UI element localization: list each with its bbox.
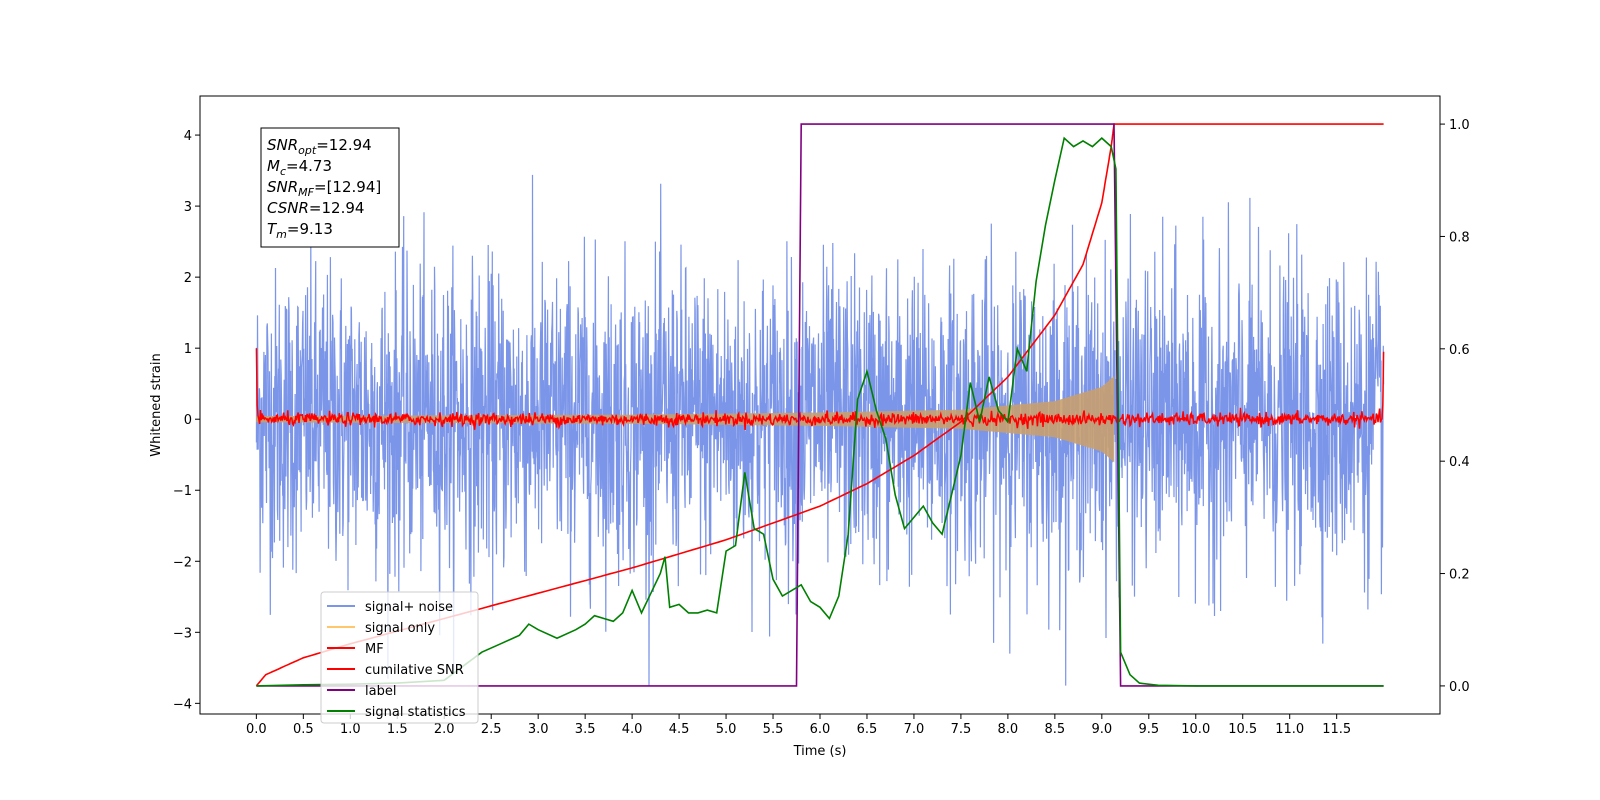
y2-tick-label: 0.0 [1449, 680, 1470, 695]
x-tick-label: 7.0 [904, 722, 925, 737]
y-tick-label: 3 [184, 200, 192, 215]
x-tick-label: 6.0 [810, 722, 831, 737]
y-tick-label: −3 [173, 626, 192, 641]
series-mf [255, 348, 1385, 431]
legend-label: cumilative SNR [365, 663, 464, 678]
legend-label: signal+ noise [365, 600, 453, 615]
x-tick-label: 2.5 [481, 722, 502, 737]
legend-label: signal only [365, 621, 435, 636]
x-tick-label: 0.0 [246, 722, 267, 737]
x-tick-label: 11.5 [1322, 722, 1351, 737]
info-line: Mc=4.73 [267, 157, 332, 178]
x-tick-label: 4.0 [622, 722, 643, 737]
y-tick-label: −1 [173, 484, 192, 499]
y-tick-label: 4 [184, 129, 192, 144]
x-tick-label: 1.5 [387, 722, 408, 737]
info-line: Tm=9.13 [267, 220, 333, 241]
x-tick-label: 9.5 [1138, 722, 1159, 737]
y2-tick-label: 0.6 [1449, 343, 1470, 358]
y-axis-label: Whitened strain [149, 353, 164, 456]
x-tick-label: 11.0 [1275, 722, 1304, 737]
x-tick-label: 2.0 [434, 722, 455, 737]
info-line: SNRopt=12.94 [267, 136, 372, 157]
y2-tick-label: 0.8 [1449, 230, 1470, 245]
x-axis-label: Time (s) [793, 744, 847, 759]
y2-tick-label: 0.2 [1449, 568, 1470, 583]
x-tick-label: 5.5 [763, 722, 784, 737]
y2-tick-label: 0.4 [1449, 455, 1470, 470]
x-tick-label: 6.5 [857, 722, 878, 737]
info-box: SNRopt=12.94Mc=4.73SNRMF=[12.94]CSNR=12.… [260, 127, 400, 248]
legend-label: label [365, 684, 396, 699]
info-line: CSNR=12.94 [267, 199, 364, 217]
x-tick-label: 9.0 [1091, 722, 1112, 737]
legend-frame [320, 591, 479, 724]
x-tick-label: 10.0 [1181, 722, 1210, 737]
x-tick-label: 4.5 [669, 722, 690, 737]
info-line: SNRMF=[12.94] [267, 178, 381, 199]
x-tick-label: 3.0 [528, 722, 549, 737]
y-tick-label: 0 [184, 413, 192, 428]
y-tick-label: −4 [173, 697, 192, 712]
x-tick-label: 8.5 [1045, 722, 1066, 737]
y-tick-label: 2 [184, 271, 192, 286]
x-tick-label: 7.5 [951, 722, 972, 737]
info-box-frame [260, 127, 400, 248]
y2-tick-label: 1.0 [1449, 118, 1470, 133]
y-tick-label: −2 [173, 555, 192, 570]
x-tick-label: 5.0 [716, 722, 737, 737]
x-tick-label: 3.5 [575, 722, 596, 737]
x-tick-label: 10.5 [1228, 722, 1257, 737]
x-tick-label: 0.5 [293, 722, 314, 737]
x-tick-label: 1.0 [340, 722, 361, 737]
legend: signal+ noise signal only MF cumilative SNR… [320, 591, 479, 724]
x-tick-label: 8.0 [998, 722, 1019, 737]
y-tick-label: 1 [184, 342, 192, 357]
legend-label: signal statistics [365, 705, 466, 720]
legend-label: MF [365, 642, 384, 657]
series-signal-statistics [256, 136, 1384, 687]
